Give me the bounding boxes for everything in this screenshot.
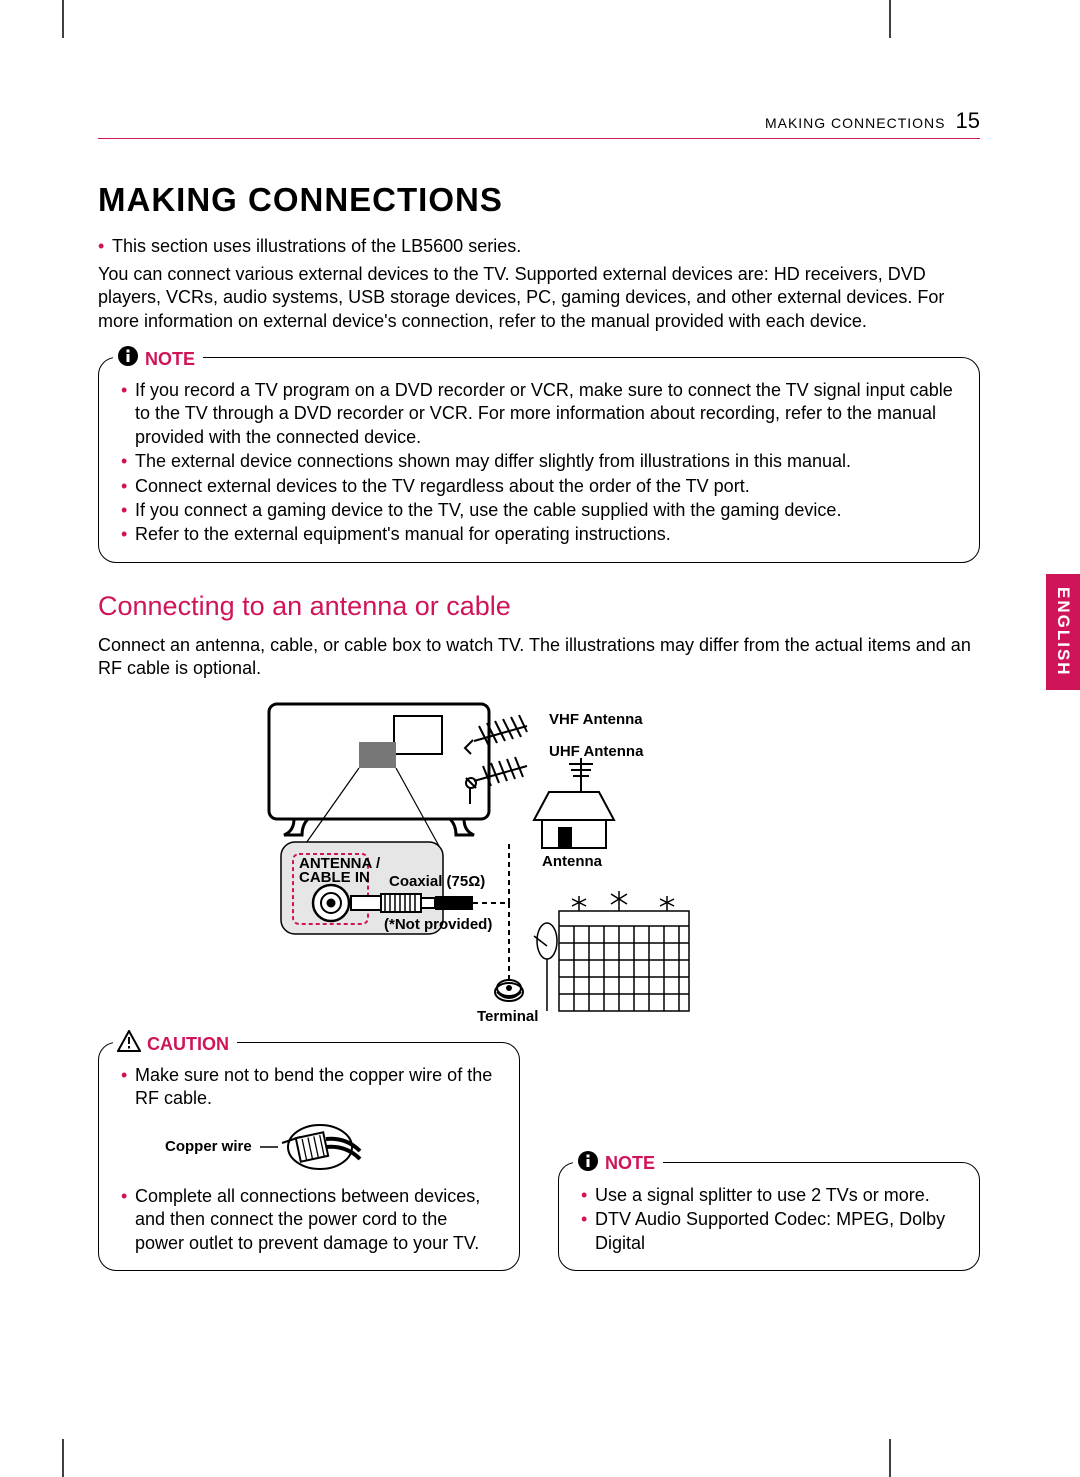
note-label-2: NOTE (573, 1150, 663, 1178)
note1-item: Refer to the external equipment's manual… (135, 523, 957, 546)
note1-item: If you record a TV program on a DVD reco… (135, 379, 957, 449)
info-icon (117, 345, 139, 373)
section-intro: Connect an antenna, cable, or cable box … (98, 634, 980, 681)
caution-item: Complete all connections between devices… (135, 1185, 497, 1255)
language-tab: ENGLISH (1046, 574, 1080, 690)
vhf-antenna-icon (465, 715, 527, 754)
note-label-1: NOTE (113, 345, 203, 373)
note2-item: DTV Audio Supported Codec: MPEG, Dolby D… (595, 1208, 957, 1255)
warning-icon (117, 1030, 141, 1058)
port-label-2: CABLE IN (299, 869, 370, 886)
coax-label: Coaxial (75Ω) (389, 873, 485, 890)
note-label-text-2: NOTE (605, 1152, 655, 1175)
note-box-1: NOTE If you record a TV program on a DVD… (98, 357, 980, 563)
caution-label: CAUTION (113, 1030, 237, 1058)
header-section-name: MAKING CONNECTIONS (765, 114, 946, 132)
terminal-icon (495, 980, 523, 1001)
note1-item: If you connect a gaming device to the TV… (135, 499, 957, 522)
uhf-antenna-icon (466, 757, 527, 804)
note1-item: Connect external devices to the TV regar… (135, 475, 957, 498)
note-label-text-1: NOTE (145, 348, 195, 371)
antenna-label: Antenna (542, 853, 603, 870)
uhf-label: UHF Antenna (549, 743, 644, 760)
note-box-2: NOTE Use a signal splitter to use 2 TVs … (558, 1162, 980, 1271)
rf-cable-icon (260, 1117, 370, 1177)
terminal-label: Terminal (477, 1008, 538, 1025)
page-header: MAKING CONNECTIONS 15 (98, 107, 980, 139)
page-title: MAKING CONNECTIONS (98, 179, 980, 222)
caution-box: CAUTION Make sure not to bend the copper… (98, 1042, 520, 1271)
building-icon (534, 891, 689, 1011)
copper-wire-label: Copper wire (165, 1137, 252, 1157)
vhf-label: VHF Antenna (549, 711, 643, 728)
section-heading: Connecting to an antenna or cable (98, 589, 980, 624)
not-provided-label: (*Not provided) (384, 916, 492, 933)
note1-item: The external device connections shown ma… (135, 450, 957, 473)
house-icon (534, 758, 614, 848)
note2-item: Use a signal splitter to use 2 TVs or mo… (595, 1184, 957, 1207)
info-icon (577, 1150, 599, 1178)
language-tab-label: ENGLISH (1052, 587, 1074, 677)
caution-item: Make sure not to bend the copper wire of… (135, 1064, 497, 1111)
page-number: 15 (956, 107, 980, 136)
intro-paragraph: You can connect various external devices… (98, 263, 980, 333)
intro-bullet: This section uses illustrations of the L… (98, 235, 980, 258)
caution-label-text: CAUTION (147, 1033, 229, 1056)
connection-diagram: ANTENNA / CABLE IN Coaxial (75Ω) (*Not p… (259, 696, 819, 1032)
